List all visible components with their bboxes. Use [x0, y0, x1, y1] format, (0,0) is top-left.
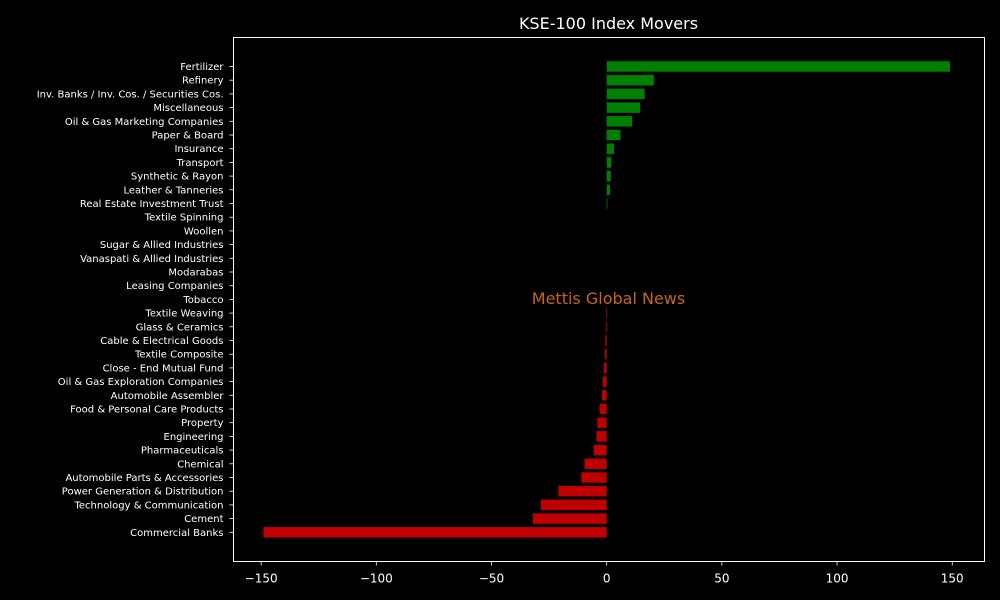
category-label: Modarabas — [168, 268, 223, 279]
category-label: Synthetic & Rayon — [131, 172, 224, 183]
category-label: Textile Weaving — [144, 309, 223, 320]
category-label: Automobile Parts & Accessories — [65, 473, 223, 484]
category-label: Fertilizer — [180, 62, 224, 73]
bar — [606, 157, 612, 168]
category-label: Commercial Banks — [130, 528, 223, 539]
watermark-text: Mettis Global News — [532, 289, 685, 308]
category-label: Textile Composite — [134, 350, 223, 361]
bar — [606, 307, 607, 319]
category-label: Food & Personal Care Products — [70, 405, 223, 416]
category-label: Refinery — [182, 76, 224, 87]
bar — [606, 129, 621, 141]
category-label: Leather & Tanneries — [123, 185, 223, 196]
bar — [606, 184, 610, 196]
bar — [602, 390, 607, 401]
bar — [606, 102, 641, 113]
bar — [581, 472, 607, 483]
category-label: Close - End Mutual Fund — [103, 363, 224, 374]
category-label: Transport — [176, 158, 224, 169]
x-ticks-group: −150 −100 −50 0 50 100 150 — [245, 561, 964, 586]
x-tick-label: 150 — [941, 572, 964, 586]
bar — [597, 417, 607, 428]
bar — [606, 170, 611, 182]
x-tick-label: 0 — [603, 572, 611, 586]
category-label: Glass & Ceramics — [136, 322, 224, 333]
bar — [593, 444, 607, 456]
bar — [606, 198, 608, 209]
category-label: Pharmaceuticals — [141, 446, 224, 457]
bar — [603, 362, 607, 374]
category-label: Automobile Assembler — [111, 391, 225, 402]
category-label: Chemical — [177, 459, 223, 470]
category-label: Oil & Gas Exploration Companies — [58, 377, 224, 388]
category-label: Insurance — [174, 144, 223, 155]
category-label: Property — [181, 418, 223, 429]
category-label: Engineering — [164, 432, 224, 443]
bar — [606, 88, 645, 100]
category-label: Inv. Banks / Inv. Cos. / Securities Cos. — [37, 89, 224, 100]
bars-group — [263, 61, 950, 538]
category-label: Cable & Electrical Goods — [100, 336, 223, 347]
x-tick-label: 50 — [714, 572, 729, 586]
category-label: Tobacco — [182, 295, 223, 306]
bar — [263, 527, 607, 538]
category-label: Cement — [184, 514, 223, 525]
bar — [584, 458, 607, 470]
bar — [603, 376, 607, 387]
category-label: Vanaspati & Allied Industries — [80, 254, 223, 265]
bar — [558, 485, 607, 497]
category-label: Sugar & Allied Industries — [100, 240, 224, 251]
chart-title: KSE-100 Index Movers — [519, 14, 698, 33]
category-label: Real Estate Investment Trust — [80, 199, 224, 210]
bar — [606, 61, 950, 72]
category-label: Technology & Communication — [74, 500, 224, 511]
bar — [606, 74, 654, 86]
category-label: Woollen — [184, 226, 224, 237]
category-label: Leasing Companies — [126, 281, 223, 292]
x-tick-label: 100 — [826, 572, 849, 586]
bar — [532, 513, 607, 524]
bar — [599, 403, 607, 415]
category-label: Power Generation & Distribution — [62, 487, 224, 498]
category-label: Paper & Board — [152, 131, 224, 142]
bar — [605, 321, 607, 333]
x-tick-label: −150 — [245, 572, 278, 586]
category-label: Miscellaneous — [153, 103, 223, 114]
x-tick-label: −50 — [479, 572, 504, 586]
bar — [605, 335, 607, 346]
category-label: Textile Spinning — [144, 213, 224, 224]
category-label: Oil & Gas Marketing Companies — [65, 117, 224, 128]
bar — [541, 499, 607, 511]
bar — [604, 348, 607, 360]
category-labels-group: Fertilizer Refinery Inv. Banks / Inv. Cos.… — [37, 62, 234, 539]
x-tick-label: −100 — [360, 572, 393, 586]
bar — [596, 431, 607, 442]
bar — [606, 143, 615, 154]
bar — [606, 116, 633, 127]
